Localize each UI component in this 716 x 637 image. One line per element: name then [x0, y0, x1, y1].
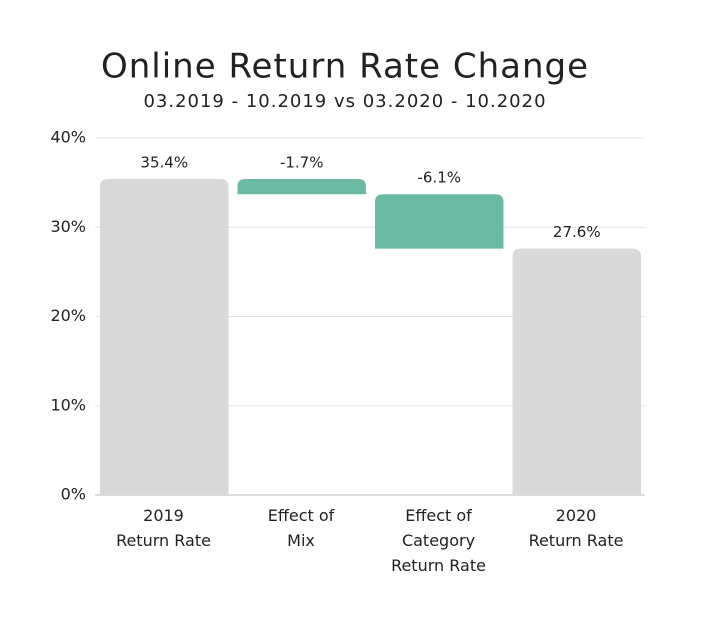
y-tick-label: 10%	[50, 395, 86, 414]
y-tick-label: 20%	[50, 306, 86, 325]
y-tick-label: 30%	[50, 217, 86, 236]
x-tick-label: 2019 Return Rate	[116, 506, 211, 550]
chart-subtitle: 03.2019 - 10.2019 vs 03.2020 - 10.2020	[143, 91, 546, 112]
bar	[375, 194, 504, 249]
value-label: -1.7%	[280, 154, 324, 172]
bar	[512, 248, 641, 495]
value-label: 35.4%	[140, 154, 188, 172]
y-tick-label: 0%	[61, 485, 86, 504]
y-tick-label: 40%	[50, 128, 86, 147]
x-tick-label: 2020 Return Rate	[528, 506, 624, 550]
x-tick-label: Effect of Mix	[267, 506, 335, 550]
chart-title: Online Return Rate Change	[101, 47, 589, 87]
bar	[237, 179, 366, 195]
value-label: 27.6%	[553, 223, 601, 241]
x-tick-label: Effect of Category Return Rate	[391, 506, 486, 575]
bar	[100, 179, 229, 495]
value-label: -6.1%	[417, 169, 461, 187]
